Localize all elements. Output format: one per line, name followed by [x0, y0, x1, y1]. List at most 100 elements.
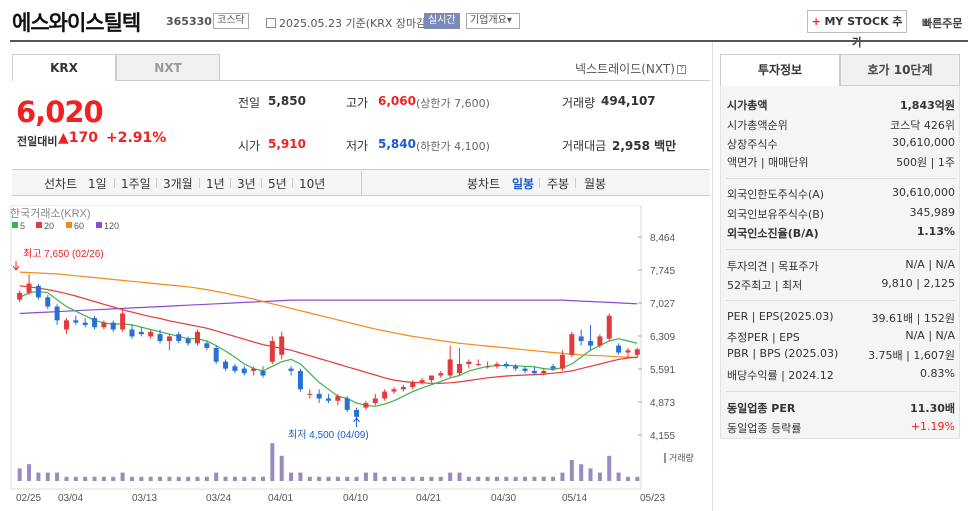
invest-row-label: 시가총액순위	[727, 119, 788, 132]
candle-body	[382, 391, 388, 399]
ma-legend-swatch	[96, 222, 102, 228]
tab-krx[interactable]: KRX	[12, 54, 116, 81]
change-label: 전일대비	[17, 135, 58, 148]
invest-row: PBR | BPS (2025.03) 3.75배 | 1,607원	[727, 347, 955, 365]
invest-row: 추정PER | EPS N/A | N/A	[727, 329, 955, 347]
divider	[726, 391, 956, 392]
low-value: 5,840	[378, 137, 416, 151]
company-overview-button[interactable]: 기업개요▾	[466, 13, 520, 29]
volume-bar	[438, 476, 443, 481]
volume-bar	[523, 476, 528, 481]
period-5y[interactable]: 5년	[268, 177, 287, 191]
quick-order-button[interactable]: 빠른주문	[922, 17, 963, 30]
volume-bar	[232, 476, 237, 481]
candle-body	[457, 364, 463, 374]
candle-body	[410, 382, 416, 387]
ma-legend-label: 5	[20, 221, 25, 231]
info-icon[interactable]: ?	[676, 65, 686, 74]
volume-bar	[223, 476, 228, 481]
candle-daily[interactable]: 일봉	[512, 177, 535, 191]
candle-body	[485, 366, 491, 368]
volume-bar	[158, 476, 163, 481]
mystock-add-button[interactable]: + MY STOCK 추가	[807, 10, 907, 49]
ma-legend-swatch	[66, 222, 72, 228]
ma-legend-swatch	[36, 222, 42, 228]
candle-body	[251, 368, 257, 371]
x-tick-label: 05/23	[640, 493, 665, 504]
invest-row-value: 39.61배 | 152원	[871, 312, 955, 325]
divider	[539, 178, 540, 188]
volume-bar	[429, 476, 434, 481]
candle-body	[588, 341, 594, 346]
invest-row-label: 액면가 | 매매단위	[727, 156, 809, 169]
volume-bar	[532, 476, 537, 481]
realtime-badge[interactable]: 실시간	[424, 13, 460, 29]
invest-row-value: +1.19%	[910, 420, 955, 433]
volume-bar	[513, 476, 518, 481]
candle-body	[372, 398, 378, 404]
divider	[726, 249, 956, 250]
divider	[726, 178, 956, 179]
volume-bar	[27, 464, 32, 481]
divider	[114, 178, 115, 188]
invest-row-value: N/A | N/A	[905, 329, 955, 342]
tab-nxt[interactable]: NXT	[116, 54, 220, 81]
invest-row: 외국인한도주식수(A) 30,610,000	[727, 186, 955, 204]
candle-body	[354, 409, 360, 417]
volume-bar	[176, 476, 181, 481]
invest-row-label: 동일업종 등락률	[727, 422, 802, 435]
volume-bar	[363, 472, 368, 481]
divider	[361, 171, 362, 195]
ma-legend-swatch	[12, 222, 18, 228]
divider	[575, 178, 576, 188]
divider	[261, 178, 262, 188]
volume-bar	[335, 476, 340, 481]
volume-legend-swatch	[664, 453, 666, 463]
x-tick-label: 03/24	[206, 493, 231, 504]
period-3y[interactable]: 3년	[237, 177, 256, 191]
price-chart[interactable]: 한국거래소(KRX)5 20 60 120 8,464 7,745 7,027 6,309 5,…	[10, 205, 710, 511]
candle-body	[166, 336, 172, 342]
candle-weekly[interactable]: 주봉	[547, 177, 570, 191]
invest-row-label: PER | EPS(2025.03)	[727, 310, 834, 323]
volume-bar	[120, 472, 125, 481]
volume-bar	[494, 476, 499, 481]
period-1w[interactable]: 1주일	[121, 177, 151, 191]
invest-row-value: N/A | N/A	[905, 258, 955, 271]
tab-invest-info[interactable]: 투자정보	[720, 54, 840, 86]
period-1d[interactable]: 1일	[88, 177, 107, 191]
invest-row-label: 추정PER | EPS	[727, 331, 800, 344]
open-label: 시가	[238, 139, 261, 153]
candle-body	[400, 386, 406, 390]
volume-bar	[167, 476, 172, 481]
company-overview-label: 기업개요	[470, 15, 507, 26]
candle-body	[550, 366, 556, 369]
candle-body	[391, 389, 397, 392]
x-tick-label: 04/01	[268, 493, 293, 504]
tab-orderbook[interactable]: 호가 10단계	[840, 54, 960, 86]
candle-body	[307, 393, 313, 395]
nxt-link[interactable]: 넥스트레이드(NXT)?	[575, 60, 686, 77]
ma120-line	[19, 299, 638, 315]
volume-bar	[17, 468, 22, 481]
volume-bar	[36, 472, 41, 481]
candle-body	[531, 370, 537, 374]
candle-monthly[interactable]: 월봉	[584, 177, 607, 191]
panel-divider	[712, 42, 713, 511]
volume-bar	[354, 476, 359, 481]
high-label: 고가	[346, 96, 369, 110]
period-3m[interactable]: 3개월	[163, 177, 193, 191]
period-1y[interactable]: 1년	[206, 177, 225, 191]
period-10y[interactable]: 10년	[299, 177, 326, 191]
volume-bar	[92, 476, 97, 481]
line-chart-label[interactable]: 선차트	[44, 177, 78, 191]
chart-source: 한국거래소(KRX)	[10, 207, 91, 220]
calendar-icon	[266, 18, 276, 28]
candle-chart-label[interactable]: 봉차트	[467, 177, 501, 191]
volume-bar	[298, 472, 303, 481]
invest-row: 시가총액순위 코스닥 426위	[727, 117, 955, 135]
nxt-link-label: 넥스트레이드(NXT)	[575, 62, 675, 76]
prev-close-label: 전일	[238, 96, 261, 110]
candle-body	[35, 285, 41, 298]
divider	[156, 178, 157, 188]
